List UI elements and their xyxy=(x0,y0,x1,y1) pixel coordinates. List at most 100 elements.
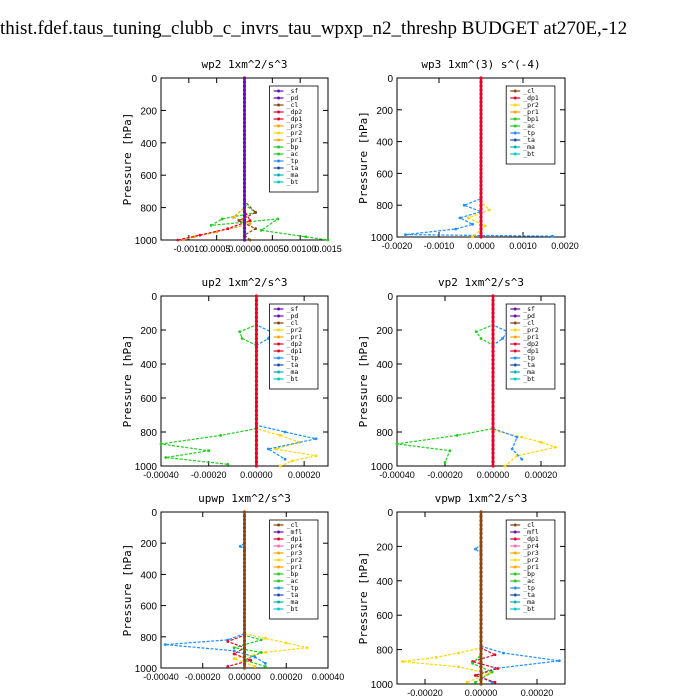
series-marker xyxy=(248,219,252,222)
series-marker xyxy=(242,537,247,541)
series-marker xyxy=(248,222,252,226)
series-marker xyxy=(242,607,247,612)
legend-label: _pr2 xyxy=(523,326,539,334)
chart-title: up2 1xm^2/s^3 xyxy=(201,276,287,289)
series-marker xyxy=(254,413,259,417)
series-marker xyxy=(198,233,202,237)
series-marker xyxy=(479,108,483,112)
series-marker xyxy=(254,345,259,349)
series-marker xyxy=(479,605,483,609)
legend-label: _tp xyxy=(287,157,299,165)
series-marker xyxy=(242,173,247,177)
legend-marker xyxy=(277,96,281,100)
series-marker xyxy=(254,353,259,358)
series-marker xyxy=(263,636,267,640)
x-tick-label: 0.0015 xyxy=(314,244,342,254)
series-marker xyxy=(479,140,483,144)
series-marker xyxy=(491,332,495,336)
series-marker xyxy=(465,680,469,684)
legend-marker xyxy=(513,138,517,142)
legend-marker xyxy=(513,356,517,360)
series-marker xyxy=(491,353,495,358)
series-marker xyxy=(254,211,258,214)
series-marker xyxy=(479,104,483,108)
series-marker xyxy=(242,108,247,112)
series-marker xyxy=(520,435,524,439)
series-marker xyxy=(242,639,247,643)
series-marker xyxy=(259,228,263,232)
series-marker xyxy=(254,302,259,307)
series-marker xyxy=(539,440,543,444)
series-marker xyxy=(491,421,495,426)
y-tick-label: 1000 xyxy=(371,680,394,691)
legend-label: _ma xyxy=(523,598,535,606)
x-tick-label: 0.0020 xyxy=(551,241,579,251)
series-marker xyxy=(479,536,483,540)
series-marker xyxy=(226,665,230,668)
series-marker xyxy=(242,120,247,125)
panel-4: upwp 1xm^2/s^3 Pressure [hPa] 0 200 400 600 80… xyxy=(121,492,344,682)
legend-marker xyxy=(277,321,281,325)
series-marker xyxy=(242,514,247,518)
legend-label: _cl xyxy=(287,319,299,327)
legend-marker xyxy=(513,335,517,339)
series-marker xyxy=(479,124,483,128)
series-marker xyxy=(254,298,259,302)
legend-label: _bt xyxy=(287,178,299,186)
series-marker xyxy=(474,330,478,334)
y-tick-label: 1000 xyxy=(135,236,158,247)
series-marker xyxy=(242,666,247,670)
series-marker xyxy=(242,129,247,133)
series-marker xyxy=(242,133,247,137)
legend-label: _cl xyxy=(523,521,535,529)
legend-marker xyxy=(513,523,517,527)
legend-marker xyxy=(277,370,281,374)
series-marker xyxy=(479,523,483,527)
legend-marker xyxy=(277,356,281,360)
legend-label: _pr3 xyxy=(287,549,303,557)
series-marker xyxy=(467,216,470,220)
series-marker xyxy=(479,574,483,579)
series-marker xyxy=(457,665,460,669)
series-marker xyxy=(491,417,495,421)
legend-label: _dp1 xyxy=(523,535,539,543)
series-marker xyxy=(242,169,247,173)
legend-marker xyxy=(513,363,517,367)
series-marker xyxy=(242,572,247,577)
series-marker xyxy=(471,222,474,226)
series-line xyxy=(233,512,266,667)
series-marker xyxy=(242,76,247,80)
series-marker xyxy=(242,549,247,553)
legend-marker xyxy=(277,600,281,604)
series-marker xyxy=(493,680,497,684)
series-marker xyxy=(490,670,494,674)
series-marker xyxy=(491,379,495,383)
series-marker xyxy=(242,623,247,627)
series-marker xyxy=(242,584,247,588)
series-marker xyxy=(263,651,267,654)
legend-label: _pr2 xyxy=(523,101,539,109)
legend-marker xyxy=(513,370,517,374)
y-tick-label: 600 xyxy=(376,394,393,405)
series-marker xyxy=(479,231,483,235)
y-tick-label: 400 xyxy=(376,577,393,588)
series-marker xyxy=(479,648,483,652)
legend-marker xyxy=(277,544,281,548)
series-marker xyxy=(479,167,483,172)
series-marker xyxy=(479,80,483,84)
legend-label: _sf xyxy=(523,305,535,313)
series-marker xyxy=(479,600,483,604)
y-axis-label: Pressure [hPa] xyxy=(121,544,134,637)
series-marker xyxy=(479,195,483,199)
legend-marker xyxy=(513,328,517,332)
legend-marker xyxy=(513,321,517,325)
series-marker xyxy=(259,638,263,642)
y-axis-label: Pressure [hPa] xyxy=(357,552,370,645)
y-axis-label: Pressure [hPa] xyxy=(357,111,370,204)
y-axis-label: Pressure [hPa] xyxy=(357,335,370,428)
series-marker xyxy=(491,400,495,404)
series-marker xyxy=(242,206,247,210)
series-marker xyxy=(242,596,247,600)
series-marker xyxy=(254,409,259,413)
series-marker xyxy=(226,640,230,643)
